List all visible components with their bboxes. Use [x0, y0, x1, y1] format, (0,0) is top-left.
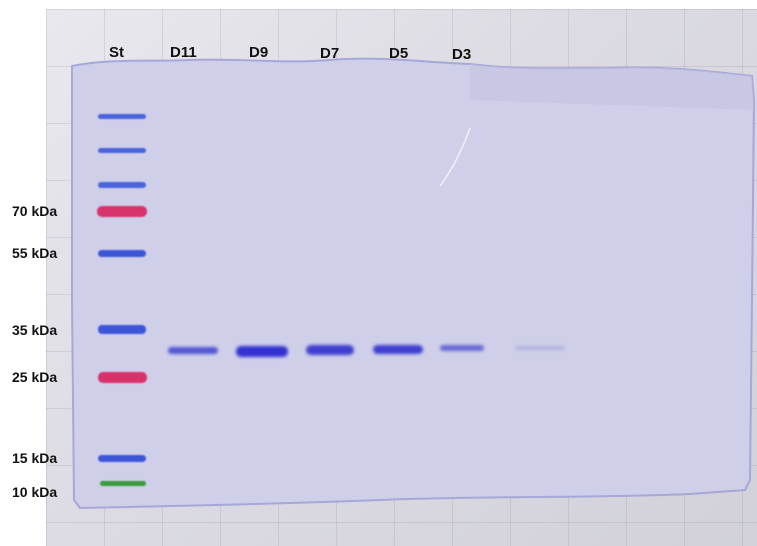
ladder-band-55	[98, 250, 146, 257]
mw-label-35: 35 kDa	[12, 322, 58, 338]
sample-bands	[168, 345, 565, 357]
mw-label-10: 10 kDa	[12, 484, 58, 500]
lane-label-d3: D3	[452, 46, 472, 63]
ladder-band-10	[100, 481, 146, 486]
gel-scratch	[439, 127, 471, 187]
ladder-band-25	[98, 372, 147, 383]
lane-label-d9: D9	[249, 44, 269, 61]
lane-label-d5: D5	[389, 45, 409, 62]
lane-label-st: St	[109, 44, 124, 61]
gel-top-tint	[470, 64, 754, 110]
band-faint	[515, 346, 565, 350]
ladder-band	[98, 114, 146, 119]
band-D7	[306, 345, 354, 355]
ladder-band	[98, 182, 146, 188]
mw-label-55: 55 kDa	[12, 245, 58, 261]
band-D11	[168, 347, 218, 354]
ladder-upper-bands	[98, 114, 146, 188]
ladder-band-15	[98, 455, 146, 462]
ladder-band-35	[98, 325, 146, 334]
ladder-marker-bands	[97, 206, 147, 486]
ladder-band	[98, 148, 146, 153]
mw-label-70: 70 kDa	[12, 203, 58, 219]
ladder-band-70	[97, 206, 147, 217]
mw-label-15: 15 kDa	[12, 450, 58, 466]
band-D9	[236, 346, 288, 357]
mw-label-25: 25 kDa	[12, 369, 58, 385]
gel-slab	[71, 57, 756, 510]
band-D3	[440, 345, 484, 351]
band-D5	[373, 345, 423, 354]
lane-label-d7: D7	[320, 45, 340, 62]
lane-label-d11: D11	[170, 44, 197, 61]
